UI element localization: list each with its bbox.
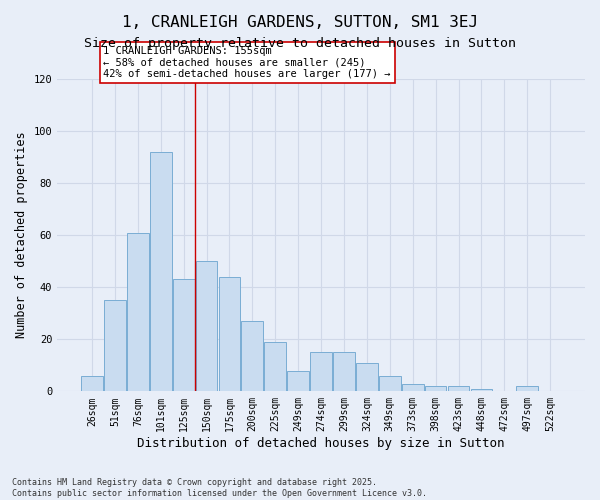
Bar	[517, 386, 538, 392]
Text: Contains HM Land Registry data © Crown copyright and database right 2025.
Contai: Contains HM Land Registry data © Crown c…	[12, 478, 427, 498]
Bar	[470, 388, 492, 392]
Bar	[448, 386, 469, 392]
Bar	[218, 277, 241, 392]
Bar	[425, 386, 446, 392]
Bar	[104, 300, 126, 392]
Text: 1 CRANLEIGH GARDENS: 155sqm
← 58% of detached houses are smaller (245)
42% of se: 1 CRANLEIGH GARDENS: 155sqm ← 58% of det…	[103, 46, 391, 79]
X-axis label: Distribution of detached houses by size in Sutton: Distribution of detached houses by size …	[137, 437, 505, 450]
Bar	[150, 152, 172, 392]
Bar	[402, 384, 424, 392]
Y-axis label: Number of detached properties: Number of detached properties	[15, 132, 28, 338]
Text: Size of property relative to detached houses in Sutton: Size of property relative to detached ho…	[84, 38, 516, 51]
Text: 1, CRANLEIGH GARDENS, SUTTON, SM1 3EJ: 1, CRANLEIGH GARDENS, SUTTON, SM1 3EJ	[122, 15, 478, 30]
Bar	[196, 261, 217, 392]
Bar	[241, 321, 263, 392]
Bar	[127, 232, 149, 392]
Bar	[356, 362, 378, 392]
Bar	[173, 280, 194, 392]
Bar	[379, 376, 401, 392]
Bar	[333, 352, 355, 392]
Bar	[81, 376, 103, 392]
Bar	[310, 352, 332, 392]
Bar	[287, 370, 309, 392]
Bar	[265, 342, 286, 392]
